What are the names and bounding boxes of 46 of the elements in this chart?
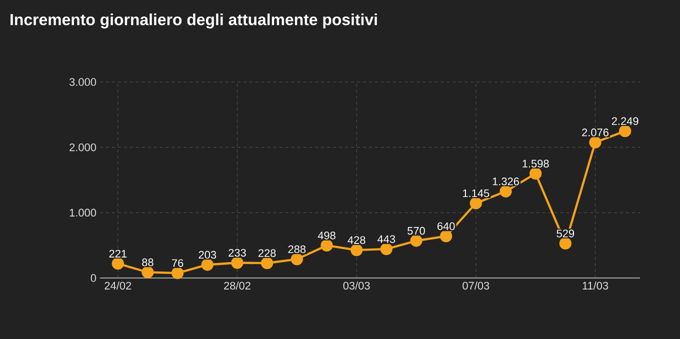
data-label: 233 (228, 248, 246, 257)
data-label: 570 (408, 226, 425, 235)
point (589, 136, 602, 148)
point (142, 266, 154, 278)
y-tick-label: 3.000 (69, 78, 96, 86)
point (261, 257, 274, 270)
point (320, 239, 333, 252)
data-label: 1.598 (522, 160, 549, 168)
point (290, 253, 303, 266)
data-label: 88 (142, 258, 154, 266)
data-label: 428 (348, 236, 366, 244)
point (231, 256, 244, 269)
point (530, 168, 542, 180)
point (201, 258, 214, 271)
data-label: 1.326 (492, 178, 519, 186)
data-label: 529 (556, 230, 574, 238)
y-tick-label: 1.000 (70, 208, 96, 217)
point (470, 197, 482, 210)
x-tick-label: 07/03 (462, 282, 490, 290)
data-label: 288 (288, 245, 306, 254)
data-label: 2.249 (612, 117, 638, 125)
point (559, 237, 572, 250)
x-tick-label: 11/03 (582, 282, 608, 290)
y-tick-label: 2.000 (70, 143, 96, 152)
x-tick-label: 24/02 (104, 282, 132, 290)
chart-title: Incremento giornaliero degli attualmente positivi (10, 14, 377, 28)
data-label: 498 (318, 232, 336, 240)
point (112, 257, 124, 270)
data-label: 221 (109, 250, 127, 258)
point (350, 244, 363, 256)
data-label: 640 (438, 222, 455, 230)
data-label: 76 (172, 259, 184, 267)
data-label: 1.145 (463, 189, 490, 198)
data-label: 203 (198, 250, 216, 259)
x-tick-label: 28/02 (224, 282, 250, 290)
point (171, 266, 184, 280)
data-label: 228 (258, 249, 276, 258)
point (619, 124, 632, 138)
data-label: 443 (378, 235, 396, 243)
point (410, 234, 422, 247)
y-tick-label: 0 (90, 274, 96, 282)
x-tick-label: 03/03 (343, 282, 370, 290)
data-label: 2.076 (582, 128, 608, 136)
point (500, 185, 512, 198)
point (380, 242, 392, 256)
point (440, 230, 452, 242)
